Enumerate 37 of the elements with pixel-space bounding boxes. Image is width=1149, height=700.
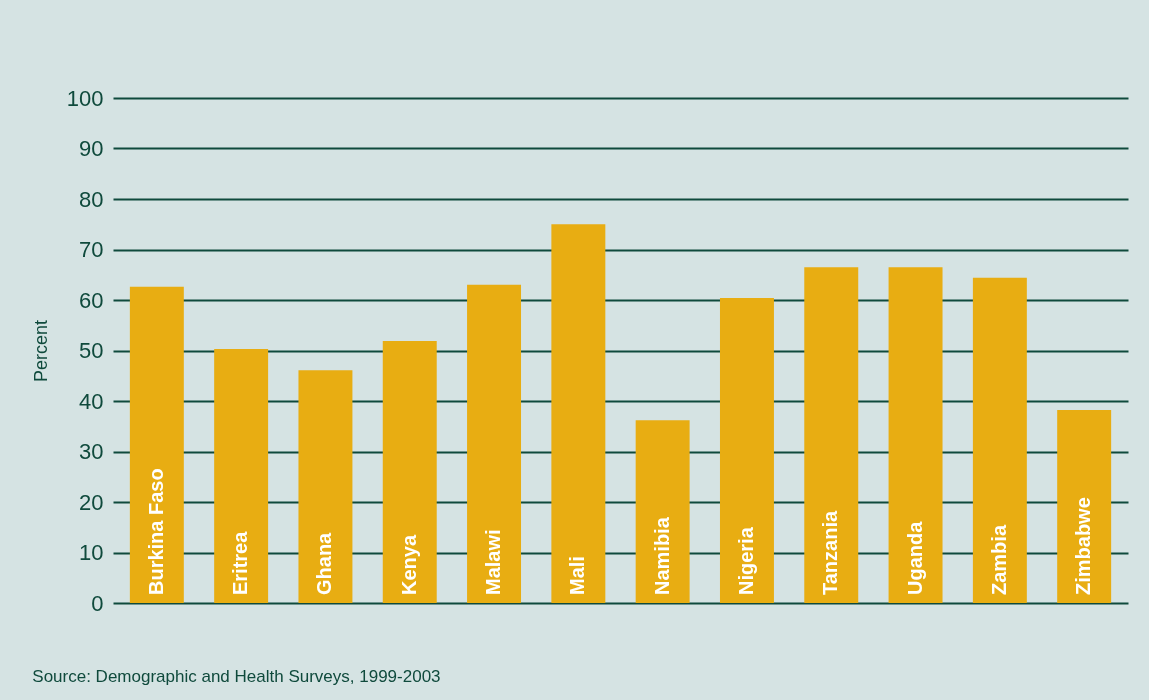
bar — [719, 297, 774, 603]
x-tick-label: Namibia — [650, 516, 673, 595]
bar — [129, 286, 184, 603]
bar — [214, 348, 269, 603]
x-tick-label: Eritrea — [229, 530, 252, 595]
bar — [635, 420, 690, 603]
bar — [972, 277, 1027, 603]
y-tick-label: 70 — [79, 237, 104, 262]
bar — [804, 267, 859, 603]
bar — [888, 267, 943, 603]
y-tick-label: 0 — [91, 590, 104, 616]
y-tick-label: 40 — [79, 388, 104, 414]
x-tick-label: Kenya — [397, 534, 420, 595]
y-tick-label: 90 — [79, 136, 104, 161]
x-tick-label: Ghana — [313, 531, 336, 595]
y-tick-label: 100 — [66, 85, 104, 111]
y-tick-label: 30 — [79, 439, 104, 464]
y-tick-label: 80 — [79, 186, 104, 212]
y-tick-label: 20 — [79, 489, 104, 515]
bar — [298, 370, 353, 603]
bar — [382, 340, 437, 603]
x-tick-label: Zimbabwe — [1072, 497, 1095, 595]
x-tick-label: Nigeria — [734, 526, 757, 595]
y-tick-label: 60 — [79, 287, 104, 313]
x-tick-label: Zambia — [987, 524, 1010, 595]
y-axis-title: Percent — [30, 319, 51, 383]
y-tick-label: 50 — [79, 338, 104, 363]
y-tick-label: 10 — [79, 540, 104, 565]
x-tick-label: Mali — [566, 556, 589, 595]
x-tick-label: Malawi — [482, 529, 505, 595]
bar — [551, 224, 606, 603]
bar — [1057, 410, 1112, 603]
source-note: Source: Demographic and Health Surveys, 1999-2003 — [32, 667, 441, 686]
x-tick-label: Uganda — [903, 520, 926, 595]
x-tick-label: Tanzania — [819, 510, 842, 595]
x-tick-label: Burkina Faso — [144, 468, 167, 595]
bar — [467, 284, 522, 603]
